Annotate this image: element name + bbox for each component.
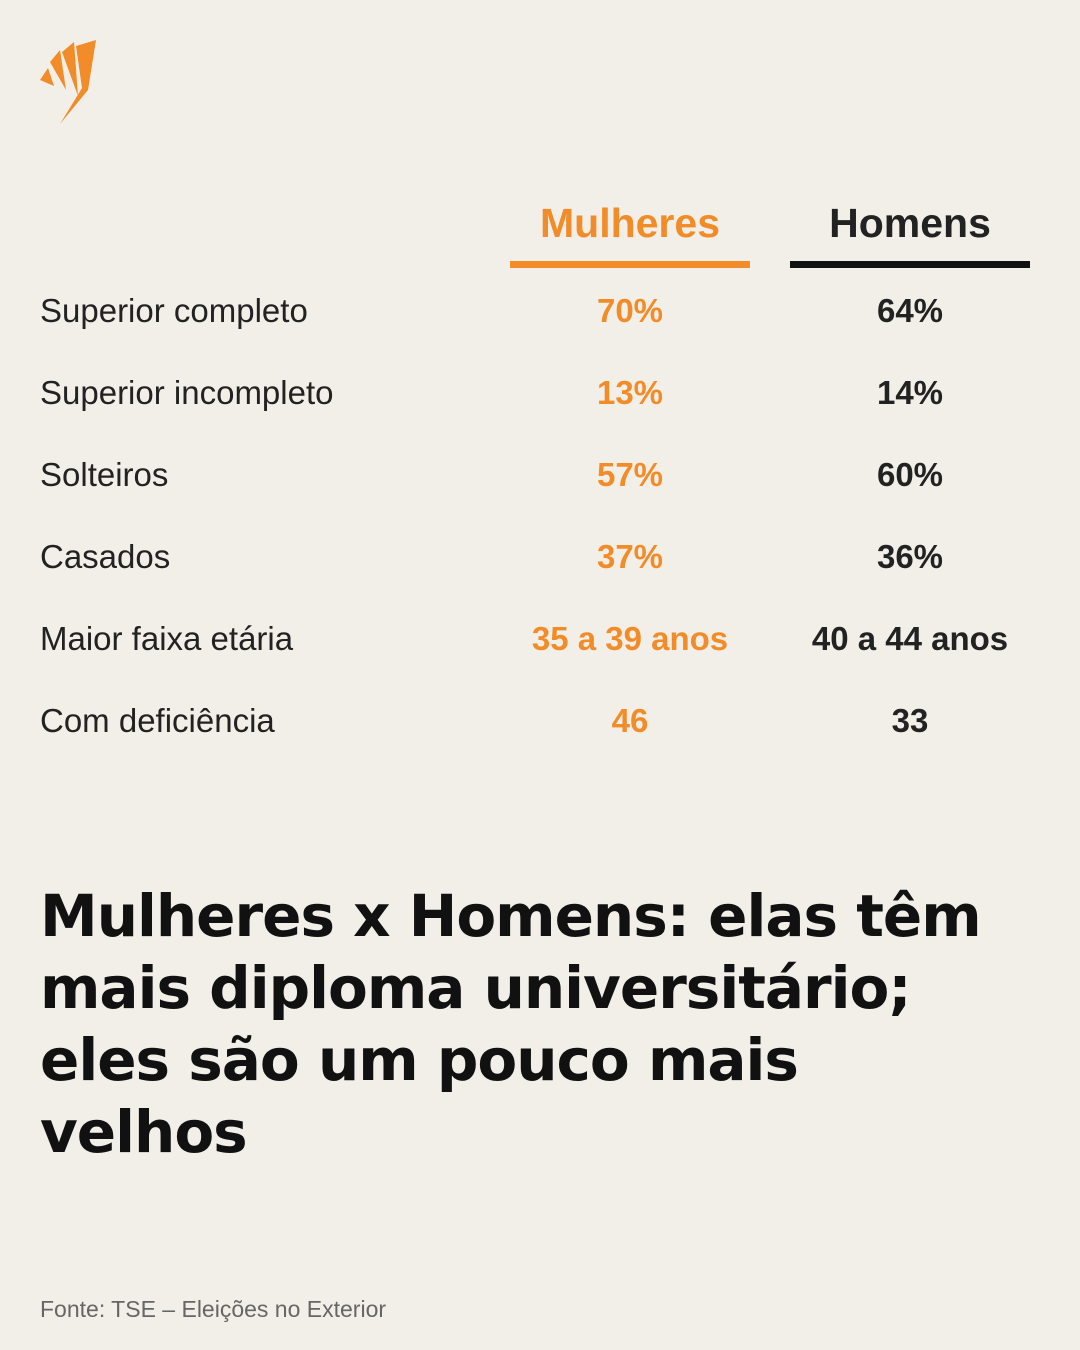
table-row: Com deficiência 46 33 [40, 702, 1040, 784]
table-row: Superior incompleto 13% 14% [40, 374, 1040, 456]
column-header: Homens [790, 200, 1030, 268]
table-row: Solteiros 57% 60% [40, 456, 1040, 538]
cell-value: 40 a 44 anos [811, 620, 1009, 657]
cell-value: 35 a 39 anos [531, 620, 729, 657]
row-label: Superior completo [40, 292, 308, 329]
logo [40, 40, 96, 124]
cell-value: 64% [876, 292, 944, 329]
cell-value: 70% [596, 292, 664, 329]
cell-value: 60% [876, 456, 944, 493]
row-label: Casados [40, 538, 171, 575]
cell-value: 33 [891, 702, 929, 739]
row-label: Solteiros [40, 456, 169, 493]
cell-value: 36% [876, 538, 944, 575]
row-label: Superior incompleto [40, 374, 334, 411]
row-label: Com deficiência [40, 702, 275, 739]
row-label: Maior faixa etária [40, 620, 294, 657]
column-header: Mulheres [510, 200, 750, 268]
cell-value: 46 [611, 702, 649, 739]
headline: Mulheres x Homens: elas têm mais diploma… [40, 882, 982, 1166]
cell-value: 37% [596, 538, 664, 575]
cell-value: 14% [876, 374, 944, 411]
table-row: Casados 37% 36% [40, 538, 1040, 620]
table-row: Superior completo 70% 64% [40, 292, 1040, 374]
table-row: Maior faixa etária 35 a 39 anos 40 a 44 an… [40, 620, 1040, 702]
source: Fonte: TSE – Eleições no Exterior [40, 1296, 387, 1322]
cell-value: 13% [596, 374, 664, 411]
cell-value: 57% [596, 456, 664, 493]
